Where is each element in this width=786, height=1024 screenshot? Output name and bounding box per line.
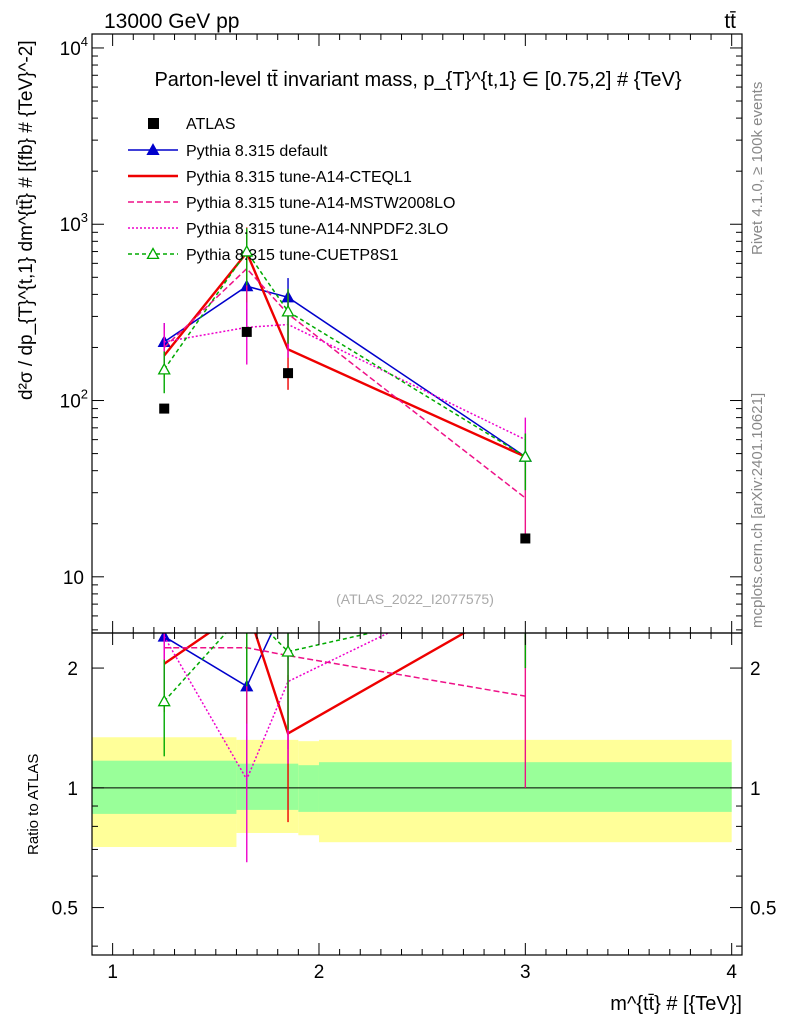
ratio-band-stat-2 — [298, 765, 319, 812]
side-text-top: Rivet 4.1.0, ≥ 100k events — [749, 82, 766, 255]
ratio-frame — [91, 632, 743, 956]
series-marker — [518, 449, 532, 462]
ratio-tick-label-right: 1 — [750, 779, 761, 800]
y-axis-label: d²σ / dp_{T}^{t,1} dm^{tt̄} # [{fb} # {T… — [16, 40, 37, 400]
ratio-tick-label-right: 0.5 — [750, 899, 776, 920]
ratio-band-stat-1 — [236, 763, 299, 810]
reference-point — [241, 326, 252, 337]
y-tick-label: 10 — [63, 568, 84, 589]
ratio-band-stat-0 — [92, 760, 237, 814]
x-tick-label: 4 — [726, 962, 737, 983]
series-marker — [240, 244, 254, 257]
ratio-series-4 — [157, 593, 531, 757]
series-4 — [157, 228, 532, 491]
side-text-bottom: mcplots.cern.ch [arXiv:2401.10621] — [749, 393, 766, 628]
ratio-marker — [520, 593, 531, 603]
series-line — [163, 250, 526, 458]
legend-label: Pythia 8.315 tune-A14-NNPDF2.3LO — [186, 221, 448, 238]
legend-marker-reference — [148, 118, 159, 129]
legend-marker — [146, 247, 160, 260]
main-panel-series — [157, 227, 532, 544]
legend-label-reference: ATLAS — [186, 116, 236, 133]
y-tick-label: 103 — [60, 210, 88, 236]
ratio-marker — [281, 644, 295, 657]
legend-label: Pythia 8.315 default — [186, 143, 328, 160]
ratio-marker — [241, 604, 252, 614]
ratio-tick-label-left: 1 — [67, 779, 78, 800]
ratio-line — [163, 633, 467, 736]
ratio-marker — [157, 694, 171, 707]
ratio-uncertainty-bands — [92, 737, 742, 847]
x-tick-label: 1 — [107, 962, 118, 983]
ratio-tick-label-left: 2 — [67, 659, 78, 680]
legend: ATLAS Pythia 8.315 default Pythia 8.315 tu… — [128, 116, 455, 264]
axes-frames: 10 102 103 104 0.5 0.5 1 1 2 2 1 2 3 4 — [52, 33, 776, 983]
series-marker — [157, 362, 171, 375]
ratio-axis-label: Ratio to ATLAS — [25, 754, 42, 855]
reference-point — [283, 368, 294, 379]
ratio-panel-series — [157, 593, 531, 863]
y-tick-label: 104 — [60, 34, 88, 60]
x-axis-label: m^{tt̄} # [{TeV}] — [610, 993, 742, 1015]
legend-label: Pythia 8.315 tune-CUETP8S1 — [186, 247, 399, 264]
ratio-series-group — [157, 593, 531, 863]
ratio-tick-label-right: 2 — [750, 659, 761, 680]
x-tick-label: 3 — [520, 962, 531, 983]
plot-title: Parton-level tt̄ invariant mass, p_{T}^{… — [154, 69, 681, 91]
y-tick-label: 102 — [60, 387, 88, 413]
ratio-tick-label-left: 0.5 — [52, 899, 78, 920]
legend-label: Pythia 8.315 tune-A14-MSTW2008LO — [186, 195, 455, 212]
series-3 — [163, 301, 527, 471]
ratio-line — [164, 646, 526, 697]
x-tick-label: 2 — [314, 962, 325, 983]
series-line — [163, 250, 526, 458]
ratio-line — [163, 633, 273, 688]
series-marker — [281, 304, 295, 317]
reference-data — [159, 326, 531, 544]
ratio-line — [163, 633, 374, 702]
series-line — [164, 323, 526, 441]
reference-point — [520, 533, 531, 544]
header-left: 13000 GeV pp — [104, 10, 239, 33]
ratio-marker — [283, 593, 294, 603]
series-line — [163, 267, 526, 499]
watermark: (ATLAS_2022_I2077575) — [336, 591, 494, 607]
header-right: tt̄ — [724, 10, 736, 33]
legend-marker — [146, 143, 160, 156]
legend-label: Pythia 8.315 tune-A14-CTEQL1 — [186, 169, 412, 186]
reference-point — [159, 403, 170, 414]
ratio-marker — [520, 593, 531, 603]
